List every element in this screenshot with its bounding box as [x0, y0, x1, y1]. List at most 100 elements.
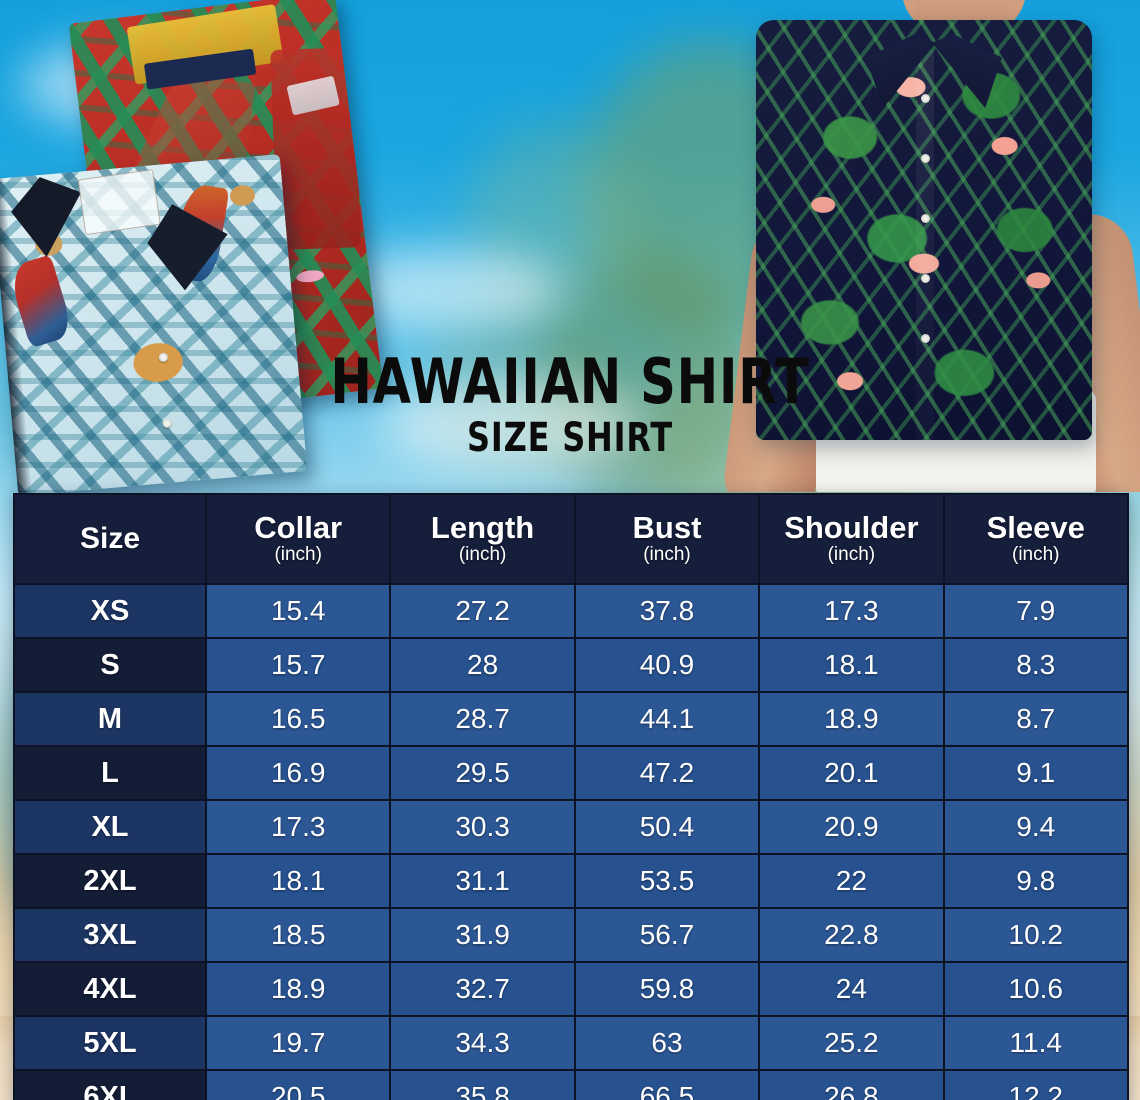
cell-length: 29.5 [389, 745, 576, 801]
cell-size: 2XL [13, 853, 207, 909]
column-header-bust: Bust (inch) [573, 493, 761, 585]
shirt-placket [916, 50, 934, 440]
column-header-shoulder: Shoulder (inch) [758, 493, 945, 585]
column-header-unit: (inch) [274, 544, 322, 566]
cell-shoulder: 20.1 [758, 745, 945, 801]
cell-collar: 16.5 [204, 691, 392, 747]
cell-sleeve: 8.3 [942, 637, 1129, 693]
table-row: XL 17.3 30.3 50.4 20.9 9.4 [13, 799, 1129, 855]
column-header-collar: Collar (inch) [204, 493, 392, 585]
cell-sleeve: 9.4 [942, 799, 1129, 855]
cell-size: L [13, 745, 207, 801]
cell-sleeve: 10.6 [942, 961, 1129, 1017]
cell-shoulder: 22.8 [758, 907, 945, 963]
cell-bust: 56.7 [573, 907, 761, 963]
cell-collar: 15.7 [204, 637, 392, 693]
table-row: M 16.5 28.7 44.1 18.9 8.7 [13, 691, 1129, 747]
cell-bust: 47.2 [573, 745, 761, 801]
table-row: 4XL 18.9 32.7 59.8 24 10.6 [13, 961, 1129, 1017]
cell-length: 32.7 [389, 961, 576, 1017]
table-row: 3XL 18.5 31.9 56.7 22.8 10.2 [13, 907, 1129, 963]
cell-collar: 19.7 [204, 1015, 392, 1071]
table-row: L 16.9 29.5 47.2 20.1 9.1 [13, 745, 1129, 801]
foliage-bokeh [540, 250, 750, 510]
shirt-button [921, 274, 930, 283]
cell-size: 5XL [13, 1015, 207, 1071]
cell-collar: 20.5 [204, 1069, 392, 1100]
column-header-label: Size [79, 521, 141, 555]
column-header-unit: (inch) [643, 544, 691, 566]
cell-size: XL [13, 799, 207, 855]
cell-length: 28 [389, 637, 576, 693]
cell-bust: 50.4 [573, 799, 761, 855]
cell-size: 3XL [13, 907, 207, 963]
cell-collar: 18.5 [204, 907, 392, 963]
cell-shoulder: 22 [758, 853, 945, 909]
model-hawaiian-shirt [756, 20, 1092, 440]
cell-size: S [13, 637, 207, 693]
shirt-button [921, 94, 930, 103]
cell-sleeve: 9.8 [942, 853, 1129, 909]
column-header-label: Bust [632, 509, 702, 545]
cell-size: 6XL [13, 1069, 207, 1100]
column-header-unit: (inch) [458, 544, 507, 566]
shirt-button [162, 418, 173, 429]
shirt-collar-right [932, 34, 1002, 108]
shirt-button [921, 214, 930, 223]
shirt-button [921, 334, 930, 343]
cell-sleeve: 12.2 [942, 1069, 1129, 1100]
cell-shoulder: 25.2 [758, 1015, 945, 1071]
cell-sleeve: 10.2 [942, 907, 1129, 963]
cell-length: 27.2 [389, 583, 576, 639]
table-row: XS 15.4 27.2 37.8 17.3 7.9 [13, 583, 1129, 639]
cell-length: 34.3 [389, 1015, 576, 1071]
model-photo [720, 0, 1140, 492]
cell-bust: 44.1 [573, 691, 761, 747]
cell-shoulder: 17.3 [758, 583, 945, 639]
cell-size: XS [13, 583, 207, 639]
cell-sleeve: 9.1 [942, 745, 1129, 801]
cell-shoulder: 24 [758, 961, 945, 1017]
cell-collar: 16.9 [204, 745, 392, 801]
cell-bust: 66.5 [573, 1069, 761, 1100]
cell-length: 31.1 [389, 853, 576, 909]
table-row: S 15.7 28 40.9 18.1 8.3 [13, 637, 1129, 693]
cell-length: 28.7 [389, 691, 576, 747]
cell-shoulder: 18.9 [758, 691, 945, 747]
cell-collar: 17.3 [204, 799, 392, 855]
cell-length: 30.3 [389, 799, 576, 855]
cloud [380, 380, 640, 470]
table-row: 6XL 20.5 35.8 66.5 26.8 12.2 [13, 1069, 1129, 1100]
table-header: Size Collar (inch) Length (inch) Bust (i… [13, 493, 1129, 585]
cell-size: M [13, 691, 207, 747]
cell-bust: 53.5 [573, 853, 761, 909]
cell-bust: 59.8 [573, 961, 761, 1017]
cell-collar: 15.4 [204, 583, 392, 639]
shirt-button [158, 352, 169, 363]
column-header-label: Collar [254, 509, 343, 545]
shirt-pocket [77, 169, 161, 236]
cell-shoulder: 18.1 [758, 637, 945, 693]
column-header-unit: (inch) [827, 544, 876, 566]
cell-bust: 63 [573, 1015, 761, 1071]
cell-shoulder: 20.9 [758, 799, 945, 855]
cell-sleeve: 11.4 [942, 1015, 1129, 1071]
column-header-label: Sleeve [986, 509, 1085, 545]
cell-bust: 37.8 [573, 583, 761, 639]
blue-hawaiian-shirt [0, 153, 308, 497]
cell-length: 35.8 [389, 1069, 576, 1100]
column-header-unit: (inch) [1012, 544, 1060, 566]
cell-sleeve: 8.7 [942, 691, 1129, 747]
cell-collar: 18.9 [204, 961, 392, 1017]
column-header-label: Shoulder [784, 509, 919, 545]
column-header-length: Length (inch) [389, 493, 576, 585]
table-row: 5XL 19.7 34.3 63 25.2 11.4 [13, 1015, 1129, 1071]
cell-bust: 40.9 [573, 637, 761, 693]
table-header-row: Size Collar (inch) Length (inch) Bust (i… [13, 493, 1129, 585]
table-row: 2XL 18.1 31.1 53.5 22 9.8 [13, 853, 1129, 909]
table-body: XS 15.4 27.2 37.8 17.3 7.9 S 15.7 28 40.9 18.1 8.3 M… [13, 583, 1129, 1100]
cell-sleeve: 7.9 [942, 583, 1129, 639]
cell-size: 4XL [13, 961, 207, 1017]
size-chart-table: Size Collar (inch) Length (inch) Bust (i… [13, 493, 1129, 1100]
